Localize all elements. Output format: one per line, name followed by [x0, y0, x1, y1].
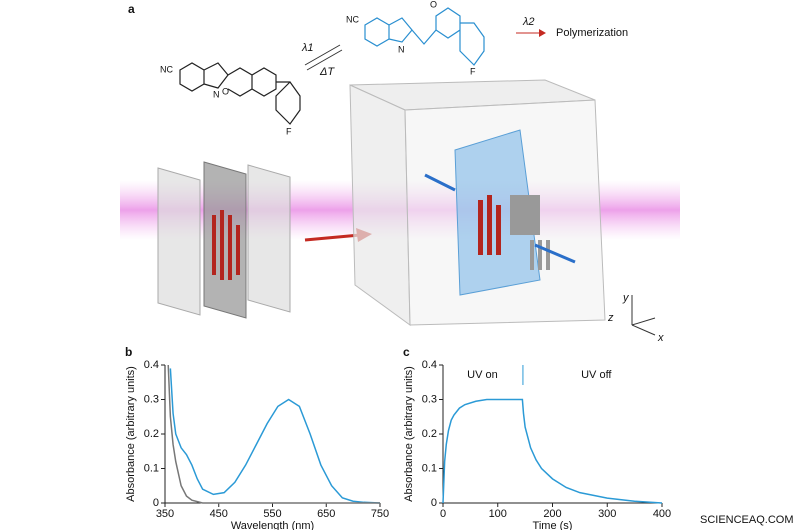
x-tick-label: 400: [653, 508, 671, 520]
panel-label: b: [125, 345, 132, 359]
printed-object: [478, 195, 501, 255]
data-line: [442, 398, 663, 504]
y-tick-label: 0.1: [144, 462, 159, 474]
polymerization-label: Polymerization: [556, 27, 628, 39]
atom: O: [430, 0, 437, 9]
molecule: [179, 62, 301, 125]
mask-pattern: [212, 210, 240, 280]
axes-icon: [631, 295, 656, 336]
cube-side: [349, 84, 411, 326]
x-tick-label: 350: [156, 508, 174, 520]
axis-label: z: [607, 312, 614, 324]
data-line: [169, 368, 381, 504]
arrow: [304, 233, 361, 242]
lambda-label: λ2: [522, 16, 535, 28]
y-tick-label: 0: [431, 497, 437, 509]
annotation: UV off: [581, 369, 612, 381]
x-tick-label: 100: [489, 508, 507, 520]
y-tick-label: 0.1: [422, 462, 437, 474]
annotation: UV on: [467, 369, 498, 381]
x-tick-label: 300: [598, 508, 616, 520]
printed-object: [510, 195, 550, 270]
y-tick-label: 0.3: [144, 393, 159, 405]
x-tick-label: 450: [210, 508, 228, 520]
watermark: SCIENCEAQ.COM: [700, 514, 794, 526]
atom: F: [470, 66, 476, 76]
atom: F: [286, 126, 292, 136]
y-tick-label: 0.4: [422, 359, 437, 371]
mask-slide: [247, 164, 291, 313]
atom: NC: [160, 64, 173, 74]
y-axis-label: Absorbance (arbitrary units): [403, 366, 415, 502]
mask-slide: [157, 167, 201, 316]
y-tick-label: 0: [153, 497, 159, 509]
x-tick-label: 750: [371, 508, 389, 520]
x-tick-label: 650: [317, 508, 335, 520]
x-axis-label: Wavelength (nm): [231, 520, 314, 530]
atom: NC: [346, 14, 359, 24]
molecule: [364, 7, 485, 66]
equilibrium-arrow: [304, 44, 343, 71]
arrow-head: [539, 29, 546, 37]
x-axis-label: Time (s): [533, 520, 573, 530]
data-line: [167, 364, 380, 504]
mask-slide: [203, 161, 247, 319]
x-tick-label: 0: [440, 508, 446, 520]
axis-label: x: [657, 332, 664, 344]
y-tick-label: 0.4: [144, 359, 159, 371]
atom: N: [213, 89, 220, 99]
panel-label: c: [403, 345, 410, 359]
y-tick-label: 0.2: [144, 428, 159, 440]
y-tick-label: 0.2: [422, 428, 437, 440]
x-tick-label: 200: [543, 508, 561, 520]
y-tick-label: 0.3: [422, 393, 437, 405]
lambda-label: λ1: [301, 42, 314, 54]
arrow: [424, 173, 576, 264]
y-axis-label: Absorbance (arbitrary units): [125, 366, 137, 502]
x-tick-label: 550: [263, 508, 281, 520]
axis-label: y: [622, 292, 630, 304]
atom: N: [398, 44, 405, 54]
atom: O: [222, 86, 229, 96]
panel-label: a: [128, 2, 135, 16]
delta-t-label: ΔT: [319, 66, 335, 78]
